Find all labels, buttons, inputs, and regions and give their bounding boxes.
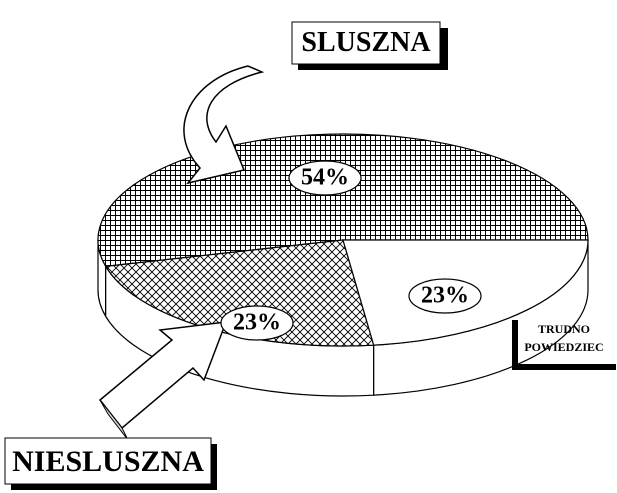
category-label: TRUDNO POWIEDZIEC — [524, 322, 604, 354]
value-label: 23% — [233, 310, 281, 336]
block-arrow — [98, 321, 228, 430]
category-label: NIESLUSZNA — [12, 445, 204, 478]
label-box — [4, 437, 212, 485]
value-label-oval — [288, 160, 362, 196]
category-label: SLUSZNA — [301, 27, 431, 58]
curved-arrow — [183, 65, 265, 185]
label-shadow — [512, 320, 518, 370]
value-label-oval — [408, 278, 482, 314]
value-label: 23% — [421, 283, 469, 309]
value-label-oval — [220, 305, 294, 341]
value-label: 54% — [301, 165, 349, 191]
label-box — [291, 21, 441, 65]
label-shadow — [512, 364, 616, 370]
